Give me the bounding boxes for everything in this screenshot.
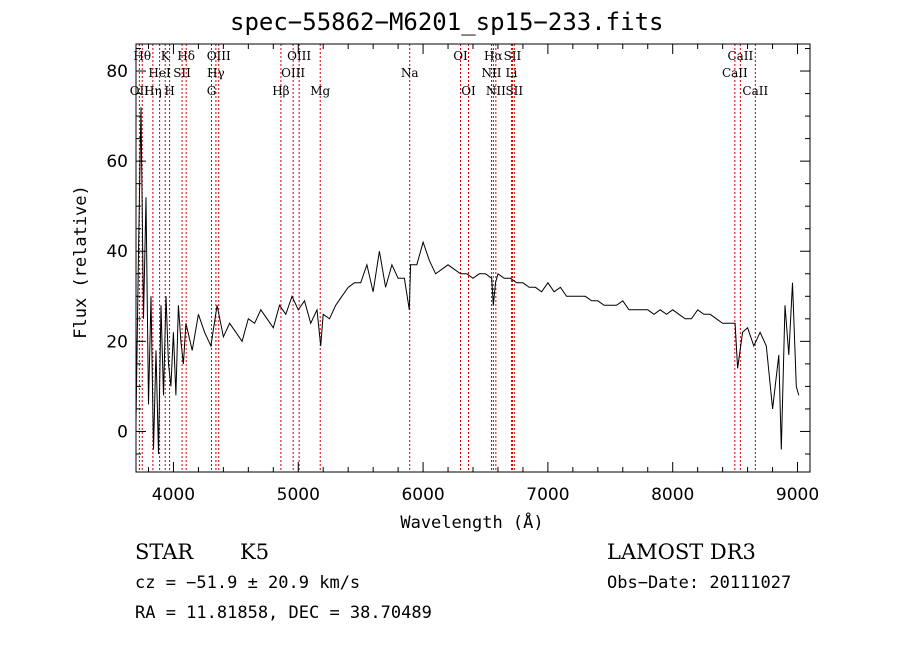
spectral-line-label: OIII: [287, 49, 311, 63]
plot-frame: [135, 43, 811, 473]
spectral-line-label: OIII: [281, 66, 305, 80]
observation-date: Obs−Date: 20111027: [607, 573, 792, 593]
spectral-line-label: Hα: [484, 49, 503, 63]
y-tick-label: 80: [106, 62, 128, 82]
spectral-line-label: OI: [461, 84, 476, 98]
spectral-line-label: OII: [130, 84, 150, 98]
flux-series-line: [135, 107, 800, 455]
ra-dec-coordinates: RA = 11.81858, DEC = 38.70489: [135, 603, 432, 623]
y-axis-label: Flux (relative): [71, 185, 91, 339]
spectral-line-label: CaII: [727, 49, 753, 63]
spectral-line-labels: OII Hθ Hη HeI K H SII Hδ G Hγ OIII Hβ OIII OIII Mg Na OI…: [130, 49, 769, 98]
x-tick-label: 7000: [526, 485, 569, 505]
survey-name: LAMOST DR3: [607, 540, 756, 564]
spectral-line-label: SII: [173, 66, 191, 80]
redshift-cz: cz = −51.9 ± 20.9 km/s: [135, 573, 361, 593]
spectral-line-label: Hβ: [272, 84, 289, 98]
chart-title: spec−55862−M6201_sp15−233.fits: [230, 8, 664, 36]
spectral-line-label: H: [164, 84, 174, 98]
object-subclass: K5: [240, 540, 270, 564]
y-tick-label: 40: [106, 242, 128, 262]
spectral-line-label: Na: [401, 66, 419, 80]
spectral-line-label: HeI: [148, 66, 171, 80]
y-tick-label: 0: [117, 422, 128, 442]
object-class: STAR: [135, 540, 194, 564]
spectral-line-label: SII: [504, 49, 522, 63]
spectral-line-label: Mg: [310, 84, 330, 98]
spectral-line-label: G: [207, 84, 217, 98]
spectral-line-label: K: [161, 49, 171, 63]
x-tick-label: 9000: [776, 485, 819, 505]
x-tick-label: 5000: [277, 485, 320, 505]
spectral-line-label: OI: [453, 49, 468, 63]
spectral-line-label: CaII: [742, 84, 768, 98]
spectral-line-label: Hδ: [177, 49, 195, 63]
spectral-line-label: SII: [505, 84, 523, 98]
spectral-line-label: Hη: [144, 84, 162, 98]
spectral-line-label: NII: [486, 84, 506, 98]
spectral-line-markers: [138, 44, 756, 472]
x-tick-label: 6000: [401, 485, 444, 505]
spectral-line-label: Li: [506, 66, 518, 80]
y-tick-label: 20: [106, 332, 128, 352]
spectral-line-label: Hθ: [133, 49, 151, 63]
spectral-line-label: OIII: [207, 49, 231, 63]
x-tick-label: 8000: [651, 485, 694, 505]
x-tick-label: 4000: [152, 485, 195, 505]
spectral-line-label: CaII: [722, 66, 748, 80]
x-axis-label: Wavelength (Å): [400, 511, 543, 533]
spectral-line-label: Hγ: [207, 66, 225, 80]
plot-axes: 4000 5000 6000 7000 8000 9000 0 20 40 60 80: [106, 43, 819, 505]
spectral-line-label: NII: [481, 66, 501, 80]
y-tick-label: 60: [106, 152, 128, 172]
